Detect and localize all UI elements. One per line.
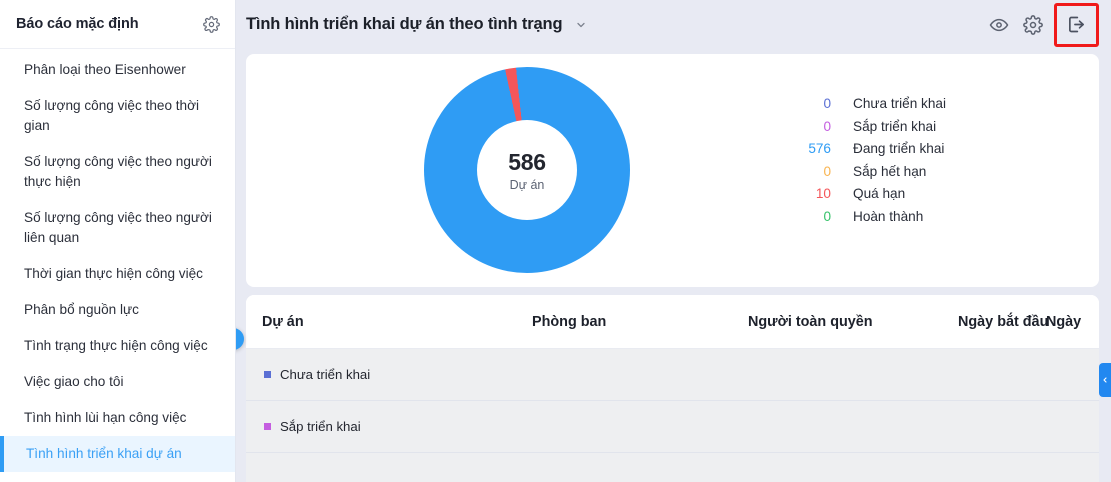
sidebar-title: Báo cáo mặc định xyxy=(16,16,139,32)
column-header-department[interactable]: Phòng ban xyxy=(532,313,607,330)
legend-label-5: Hoàn thành xyxy=(853,208,924,224)
status-bullet-icon xyxy=(264,423,271,430)
gear-icon[interactable] xyxy=(201,14,221,34)
main-panel: Tình hình triển khai dự án theo tình trạ… xyxy=(236,0,1111,482)
sidebar-item-8[interactable]: Tình hình lùi hạn công việc xyxy=(24,410,187,425)
settings-gear-icon[interactable] xyxy=(1016,8,1050,42)
chart-card: 586 Dự án 0 Chưa triển khai 0 Sắp triển kha… xyxy=(246,54,1099,287)
chart-legend: 0 Chưa triển khai 0 Sắp triển khai 576 Đang t… xyxy=(791,96,946,231)
status-bullet-icon xyxy=(264,371,271,378)
column-header-owner[interactable]: Người toàn quyền xyxy=(748,313,873,330)
legend-item-2[interactable]: 576 Đang triển khai xyxy=(791,141,946,164)
sidebar-item-2[interactable]: Số lượng công việc theo người thực hiện xyxy=(24,154,212,189)
topbar: Tình hình triển khai dự án theo tình trạ… xyxy=(236,0,1111,49)
sidebar-item-5[interactable]: Phân bổ nguồn lực xyxy=(24,302,139,317)
legend-value-2: 576 xyxy=(808,141,831,156)
legend-value-1: 0 xyxy=(823,118,831,134)
table-row[interactable]: Chưa triển khai xyxy=(246,349,1099,401)
legend-item-1[interactable]: 0 Sắp triển khai xyxy=(791,119,946,142)
column-header-start-date[interactable]: Ngày bắt đầu xyxy=(958,313,1049,330)
sidebar-item-list: Phân loại theo Eisenhower Số lượng công v… xyxy=(0,49,235,482)
sidebar-item-3[interactable]: Số lượng công việc theo người liên quan xyxy=(24,210,212,245)
sidebar-item-0[interactable]: Phân loại theo Eisenhower xyxy=(24,62,186,77)
sidebar-item-6[interactable]: Tình trạng thực hiện công việc xyxy=(24,338,208,353)
table-row-label: Chưa triển khai xyxy=(280,367,371,382)
chart-container: 586 Dự án 0 Chưa triển khai 0 Sắp triển kha… xyxy=(246,54,1099,287)
eye-icon[interactable] xyxy=(982,8,1016,42)
sidebar: Báo cáo mặc định Phân loại theo Eisenhow… xyxy=(0,0,236,482)
legend-label-0: Chưa triển khai xyxy=(853,96,946,111)
donut-chart[interactable]: 586 Dự án xyxy=(424,67,630,273)
legend-label-1: Sắp triển khai xyxy=(853,118,937,134)
table-body: Chưa triển khai Sắp triển khai xyxy=(246,349,1099,482)
donut-total-label: Dự án xyxy=(509,177,545,192)
donut-ring[interactable]: 586 Dự án xyxy=(424,67,630,273)
sidebar-item-10[interactable]: Sơ đồ Gantt xyxy=(0,472,235,482)
legend-item-4[interactable]: 10 Quá hạn xyxy=(791,186,946,209)
expand-right-panel-button[interactable] xyxy=(1099,363,1111,397)
legend-item-3[interactable]: 0 Sắp hết hạn xyxy=(791,164,946,187)
donut-center: 586 Dự án xyxy=(477,120,577,220)
legend-item-5[interactable]: 0 Hoàn thành xyxy=(791,209,946,232)
legend-value-3: 0 xyxy=(823,163,831,179)
legend-label-2: Đang triển khai xyxy=(853,141,945,156)
table-row-label: Sắp triển khai xyxy=(280,419,361,434)
page-title: Tình hình triển khai dự án theo tình trạ… xyxy=(246,15,563,33)
sidebar-item-4[interactable]: Thời gian thực hiện công việc xyxy=(24,266,203,281)
project-table: Dự án Phòng ban Người toàn quyền Ngày bắ… xyxy=(246,295,1099,482)
legend-item-0[interactable]: 0 Chưa triển khai xyxy=(791,96,946,119)
sidebar-header: Báo cáo mặc định xyxy=(0,0,235,49)
sidebar-item-1[interactable]: Số lượng công việc theo thời gian xyxy=(24,98,200,133)
column-header-end-date[interactable]: Ngày xyxy=(1046,313,1082,330)
table-row[interactable] xyxy=(246,453,1099,482)
legend-label-3: Sắp hết hạn xyxy=(853,163,927,179)
legend-value-5: 0 xyxy=(823,208,831,224)
legend-value-4: 10 xyxy=(815,186,831,201)
sidebar-item-9[interactable]: Tình hình triển khai dự án xyxy=(0,436,235,472)
export-icon[interactable] xyxy=(1054,2,1099,47)
sidebar-item-7[interactable]: Việc giao cho tôi xyxy=(24,374,124,389)
table-header-row: Dự án Phòng ban Người toàn quyền Ngày bắ… xyxy=(246,295,1099,349)
column-header-project[interactable]: Dự án xyxy=(262,313,304,330)
chevron-down-icon[interactable] xyxy=(572,16,590,34)
collapse-sidebar-button[interactable] xyxy=(236,328,244,350)
donut-total-value: 586 xyxy=(508,148,546,175)
legend-label-4: Quá hạn xyxy=(853,186,906,201)
legend-value-0: 0 xyxy=(823,96,831,111)
table-row[interactable]: Sắp triển khai xyxy=(246,401,1099,453)
